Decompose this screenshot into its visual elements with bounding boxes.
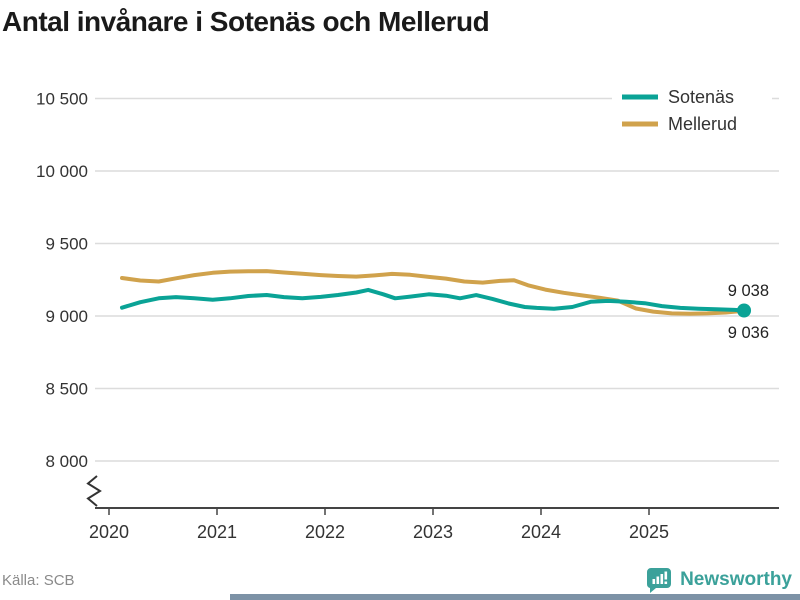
legend-label: Mellerud <box>668 114 737 134</box>
newsworthy-logo-icon <box>647 568 672 593</box>
series-end-dot <box>737 303 752 318</box>
x-tick-label: 2024 <box>521 522 561 542</box>
y-tick-label: 8 500 <box>45 380 88 399</box>
series-line-sotens <box>120 287 746 313</box>
y-tick-label: 10 000 <box>36 162 88 181</box>
y-tick-label: 9 500 <box>45 235 88 254</box>
end-value-label-bottom: 9 036 <box>728 324 769 342</box>
x-tick-label: 2021 <box>197 522 237 542</box>
bottom-accent-bar <box>230 594 800 600</box>
x-tick-label: 2025 <box>629 522 669 542</box>
x-tick-label: 2022 <box>305 522 345 542</box>
x-tick-label: 2020 <box>89 522 129 542</box>
series-line-mellerud <box>120 269 746 316</box>
y-tick-label: 8 000 <box>45 452 88 471</box>
legend-label: Sotenäs <box>668 87 734 107</box>
y-tick-label: 10 500 <box>36 90 88 109</box>
newsworthy-branding: Newsworthy <box>645 566 792 594</box>
chart-title: Antal invånare i Sotenäs och Mellerud <box>2 6 490 37</box>
y-tick-label: 9 000 <box>45 307 88 326</box>
source-label: Källa: SCB <box>2 572 75 589</box>
axis-break-icon <box>86 475 102 507</box>
newsworthy-wordmark: Newsworthy <box>680 569 792 590</box>
x-tick-label: 2023 <box>413 522 453 542</box>
end-value-label-top: 9 038 <box>728 282 769 300</box>
legend-background <box>612 82 772 140</box>
